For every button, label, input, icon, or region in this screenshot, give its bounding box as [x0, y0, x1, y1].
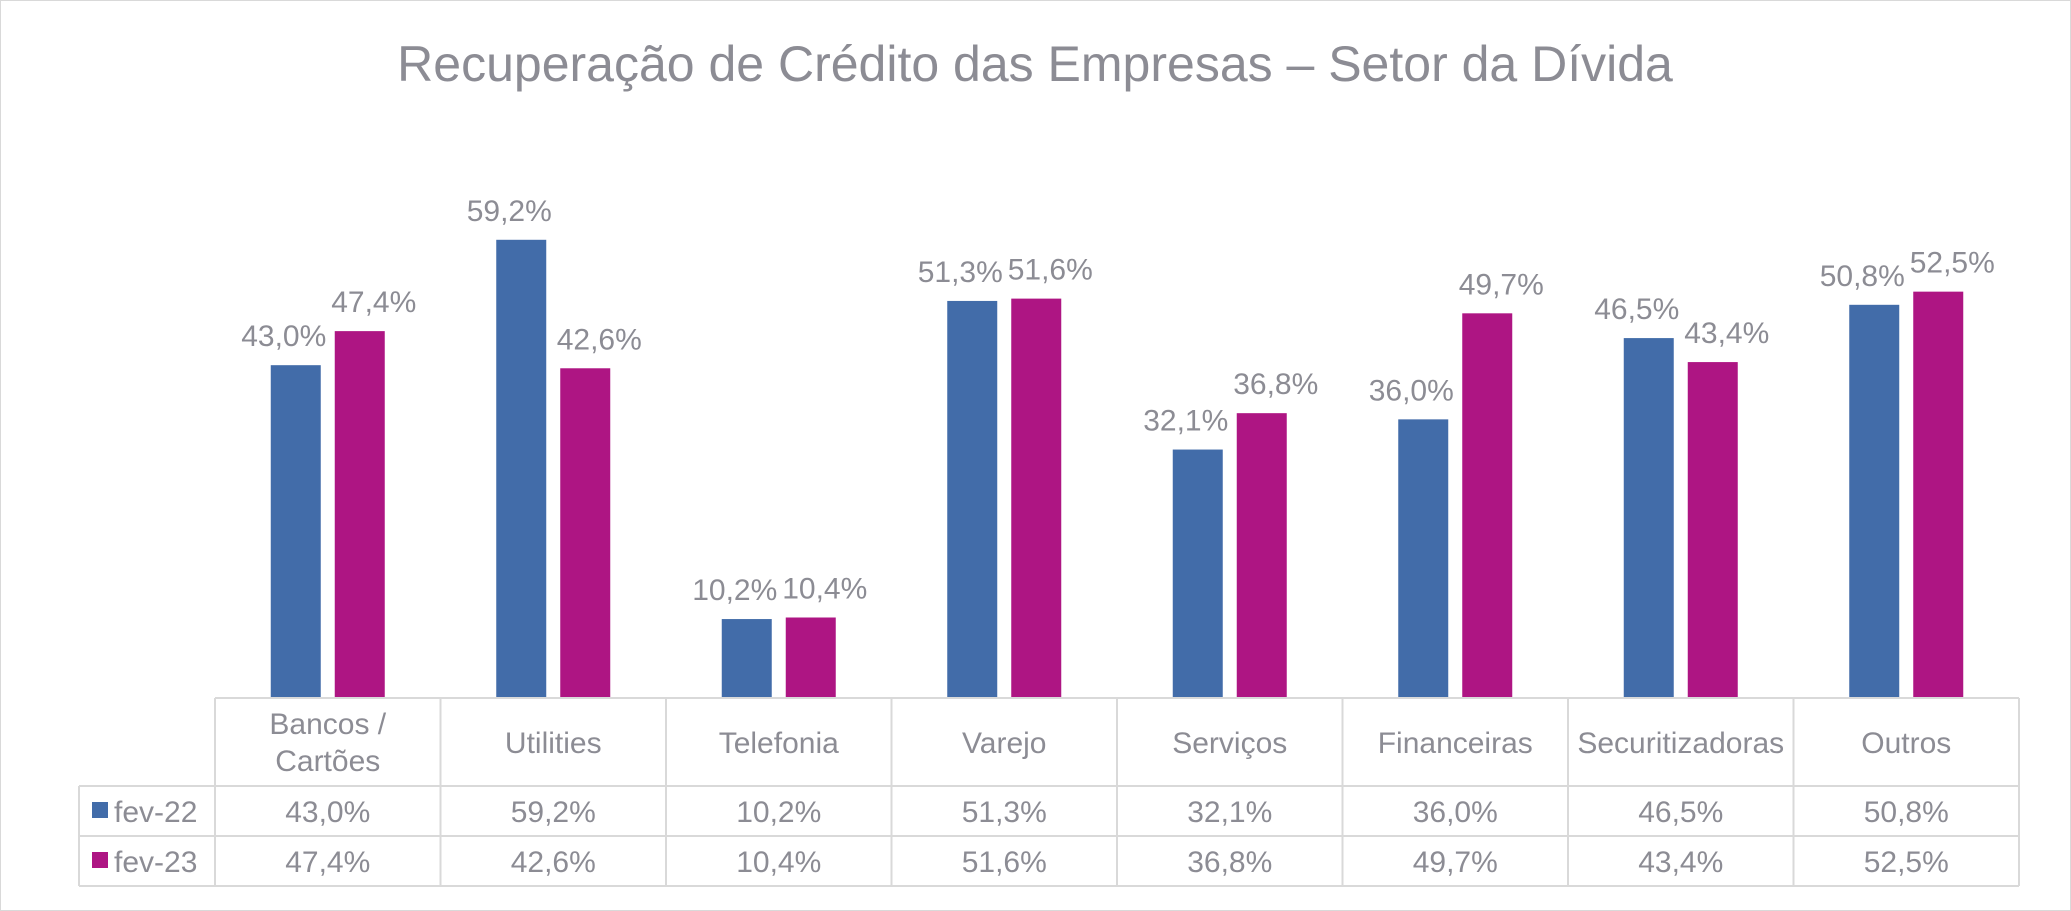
legend-label-fev-23: fev-23 [114, 846, 197, 879]
bar-fev-23-bancos-cartoes [334, 331, 385, 698]
data-label-fev-22-varejo: 51,3% [918, 256, 1003, 289]
data-label-fev-23-outros: 52,5% [1910, 247, 1995, 280]
bar-fev-22-securitizadoras [1623, 338, 1674, 698]
data-label-fev-23-securitizadoras: 43,4% [1684, 317, 1769, 350]
bar-fev-23-varejo [1011, 298, 1062, 698]
legend-label-fev-22: fev-22 [114, 796, 197, 829]
table-cell-fev-23-utilities: 42,6% [511, 846, 596, 879]
data-label-fev-22-utilities: 59,2% [467, 195, 552, 228]
data-label-fev-23-varejo: 51,6% [1008, 254, 1093, 287]
data-label-fev-23-financeiras: 49,7% [1459, 268, 1544, 301]
table-cell-fev-22-outros: 50,8% [1864, 796, 1949, 829]
data-label-fev-23-utilities: 42,6% [557, 323, 642, 356]
data-label-fev-22-telefonia: 10,2% [692, 574, 777, 607]
table-cell-fev-22-utilities: 59,2% [511, 796, 596, 829]
data-table: Bancos / Cartões Utilities Telefonia Varejo S… [78, 697, 2020, 887]
table-cell-fev-22-financeiras: 36,0% [1413, 796, 1498, 829]
bar-fev-22-varejo [947, 300, 998, 698]
table-cell-fev-23-servicos: 36,8% [1187, 846, 1272, 879]
table-cell-fev-23-securitizadoras: 43,4% [1638, 846, 1723, 879]
table-cell-fev-22-varejo: 51,3% [962, 796, 1047, 829]
category-label-securitizadoras: Securitizadoras [1577, 727, 1784, 760]
category-label-utilities: Utilities [505, 727, 602, 760]
data-label-fev-22-outros: 50,8% [1820, 260, 1905, 293]
data-label-fev-23-servicos: 36,8% [1233, 368, 1318, 401]
table-cell-fev-22-telefonia: 10,2% [736, 796, 821, 829]
table-cell-fev-22-bancos-cartoes: 43,0% [285, 796, 370, 829]
data-label-fev-23-telefonia: 10,4% [782, 573, 867, 606]
category-label-telefonia: Telefonia [719, 727, 839, 760]
bars-group [270, 239, 1964, 699]
category-label-financeiras: Financeiras [1378, 727, 1533, 760]
data-label-fev-22-securitizadoras: 46,5% [1594, 293, 1679, 326]
bar-fev-23-financeiras [1462, 313, 1513, 698]
data-label-fev-23-bancos-cartoes: 47,4% [331, 286, 416, 319]
bar-fev-23-securitizadoras [1687, 362, 1738, 698]
bar-fev-22-outros [1849, 304, 1900, 698]
category-label-bancos-cartoes: Bancos / Cartões [269, 708, 386, 778]
bar-fev-22-servicos [1172, 449, 1223, 698]
bar-fev-22-financeiras [1398, 419, 1449, 698]
chart-title: Recuperação de Crédito das Empresas – Se… [397, 36, 1673, 92]
bar-fev-23-servicos [1236, 413, 1287, 698]
table-cell-fev-23-financeiras: 49,7% [1413, 846, 1498, 879]
table-cell-fev-22-servicos: 32,1% [1187, 796, 1272, 829]
table-cell-fev-23-outros: 52,5% [1864, 846, 1949, 879]
bar-fev-22-bancos-cartoes [270, 365, 321, 698]
bar-fev-22-utilities [496, 239, 547, 699]
data-label-fev-22-servicos: 32,1% [1143, 405, 1228, 438]
table-cell-fev-23-telefonia: 10,4% [736, 846, 821, 879]
category-label-servicos: Serviços [1172, 727, 1287, 760]
bar-fev-23-outros [1913, 291, 1964, 698]
legend-key-fev-22 [92, 802, 108, 818]
data-label-fev-22-financeiras: 36,0% [1369, 374, 1454, 407]
bar-fev-22-telefonia [721, 619, 772, 698]
category-label-varejo: Varejo [962, 727, 1047, 760]
category-label-outros: Outros [1861, 727, 1951, 760]
table-cell-fev-23-bancos-cartoes: 47,4% [285, 846, 370, 879]
legend-key-fev-23 [92, 852, 108, 868]
data-label-fev-22-bancos-cartoes: 43,0% [241, 320, 326, 353]
data-labels-group: 43,0%47,4% 59,2% 42,6% 10,2% 10,4% 51,3% 51,6%… [241, 195, 1995, 607]
bar-fev-23-utilities [560, 368, 611, 698]
table-cell-fev-23-varejo: 51,6% [962, 846, 1047, 879]
bar-fev-23-telefonia [785, 617, 836, 698]
table-cell-fev-22-securitizadoras: 46,5% [1638, 796, 1723, 829]
